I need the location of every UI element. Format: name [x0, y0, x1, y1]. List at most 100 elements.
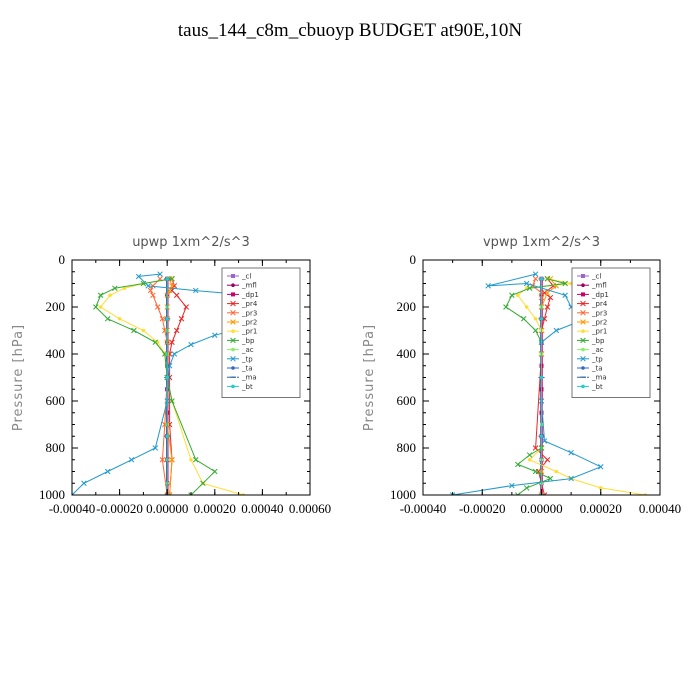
legend-marker — [580, 319, 586, 325]
legend-marker — [231, 347, 235, 352]
series-point — [131, 327, 137, 334]
series-point — [173, 292, 180, 299]
series-point — [183, 304, 189, 310]
x-tick-label: 0.00000 — [146, 501, 188, 516]
legend-entry: _ta — [227, 365, 253, 373]
series-point — [145, 283, 151, 289]
series-point — [523, 485, 530, 491]
legend-marker — [230, 319, 236, 325]
legend-label: _tp — [241, 355, 253, 363]
legend-label: _bt — [591, 383, 603, 391]
legend-box — [221, 267, 301, 399]
legend-marker — [581, 292, 585, 297]
legend-entry: _cl — [577, 273, 601, 281]
x-tick-label: 0.00000 — [520, 501, 562, 516]
y-axis-label: Pressure [hPa] — [362, 324, 377, 431]
y-tick-label: 1000 — [390, 487, 416, 502]
legend-label: _pr3 — [241, 309, 257, 317]
series-point — [193, 287, 199, 294]
series-point — [598, 486, 603, 490]
legend-label: _pr4 — [591, 300, 608, 308]
x-tick-label: 0.00040 — [639, 501, 681, 516]
series-point — [597, 464, 604, 470]
legend-label: _bt — [241, 383, 253, 391]
series-bp — [503, 276, 568, 495]
plot-area — [449, 271, 647, 495]
series-point — [152, 445, 159, 451]
x-tick-label: 0.00020 — [194, 501, 236, 516]
legend-label: _ac — [591, 346, 604, 354]
y-tick-label: 0 — [59, 252, 66, 267]
y-tick-label: 200 — [397, 299, 417, 314]
legend-label: _pr1 — [591, 328, 607, 336]
legend-label: _ma — [241, 374, 257, 382]
series-point — [544, 456, 551, 463]
legend-label: _dp1 — [241, 291, 259, 299]
legend-marker — [580, 356, 586, 362]
series-point — [547, 294, 554, 301]
legend-entry: _ma — [227, 374, 257, 382]
legend-entry: _dp1 — [577, 291, 609, 299]
y-tick-label: 200 — [46, 299, 66, 314]
legend-label: _bp — [591, 337, 605, 345]
x-tick-label: -0.00040 — [400, 501, 447, 516]
y-tick-label: 400 — [397, 346, 417, 361]
panel-title: vpwp 1xm^2/s^3 — [483, 235, 600, 250]
y-axis-label: Pressure [hPa] — [11, 324, 26, 431]
legend-label: _cl — [591, 273, 601, 281]
legend-entry: _mfl — [577, 282, 607, 290]
legend-label: _pr4 — [241, 300, 258, 308]
y-tick-label: 600 — [397, 393, 417, 408]
series-point — [193, 456, 199, 463]
series-point — [159, 315, 166, 322]
series-line — [95, 278, 216, 495]
series-point — [212, 332, 218, 338]
series-point — [539, 434, 544, 439]
series-point — [166, 362, 173, 369]
legend-label: _pr2 — [241, 319, 257, 327]
legend-label: _mfl — [241, 282, 257, 290]
panel-upwp: upwp 1xm^2/s^3 Pressure [hPa] 0 200 400 600 80… — [11, 235, 331, 516]
series-point — [449, 492, 456, 495]
legend-marker — [230, 356, 236, 362]
series-point — [509, 482, 515, 489]
series-point — [135, 273, 142, 280]
legend-box — [571, 267, 651, 399]
series-point — [171, 351, 178, 357]
legend-entry: _cl — [227, 273, 251, 281]
series-point — [122, 286, 127, 291]
series-point — [104, 315, 111, 322]
x-tick-label: -0.00040 — [49, 501, 96, 516]
series-point — [520, 315, 527, 322]
series-point — [108, 293, 112, 298]
legend-marker — [231, 384, 235, 389]
series-point — [533, 316, 538, 321]
series-point — [532, 276, 539, 282]
series-point — [164, 492, 170, 495]
legend-marker — [231, 329, 235, 334]
series-point — [98, 305, 103, 309]
legend-marker — [580, 337, 586, 344]
series-point — [157, 271, 163, 277]
legend-marker — [230, 337, 236, 344]
series-point — [553, 327, 560, 334]
legend-marker — [580, 310, 586, 316]
series-point — [117, 316, 122, 321]
series-line — [535, 278, 555, 495]
series-point — [165, 277, 169, 281]
legend-marker — [231, 274, 235, 278]
legend-marker — [230, 310, 236, 316]
series-point — [544, 304, 551, 310]
legend-marker — [581, 283, 585, 288]
series-point — [165, 375, 169, 380]
series-point — [562, 292, 568, 299]
legend-label: _bp — [241, 337, 255, 345]
series-point — [150, 283, 156, 289]
series-point — [112, 285, 118, 291]
series-point — [562, 280, 568, 287]
series-point — [554, 469, 559, 474]
legend-label: _tp — [591, 355, 603, 363]
legend-entry: _pr3 — [577, 309, 607, 317]
legend-entry: _pr1 — [577, 328, 607, 336]
